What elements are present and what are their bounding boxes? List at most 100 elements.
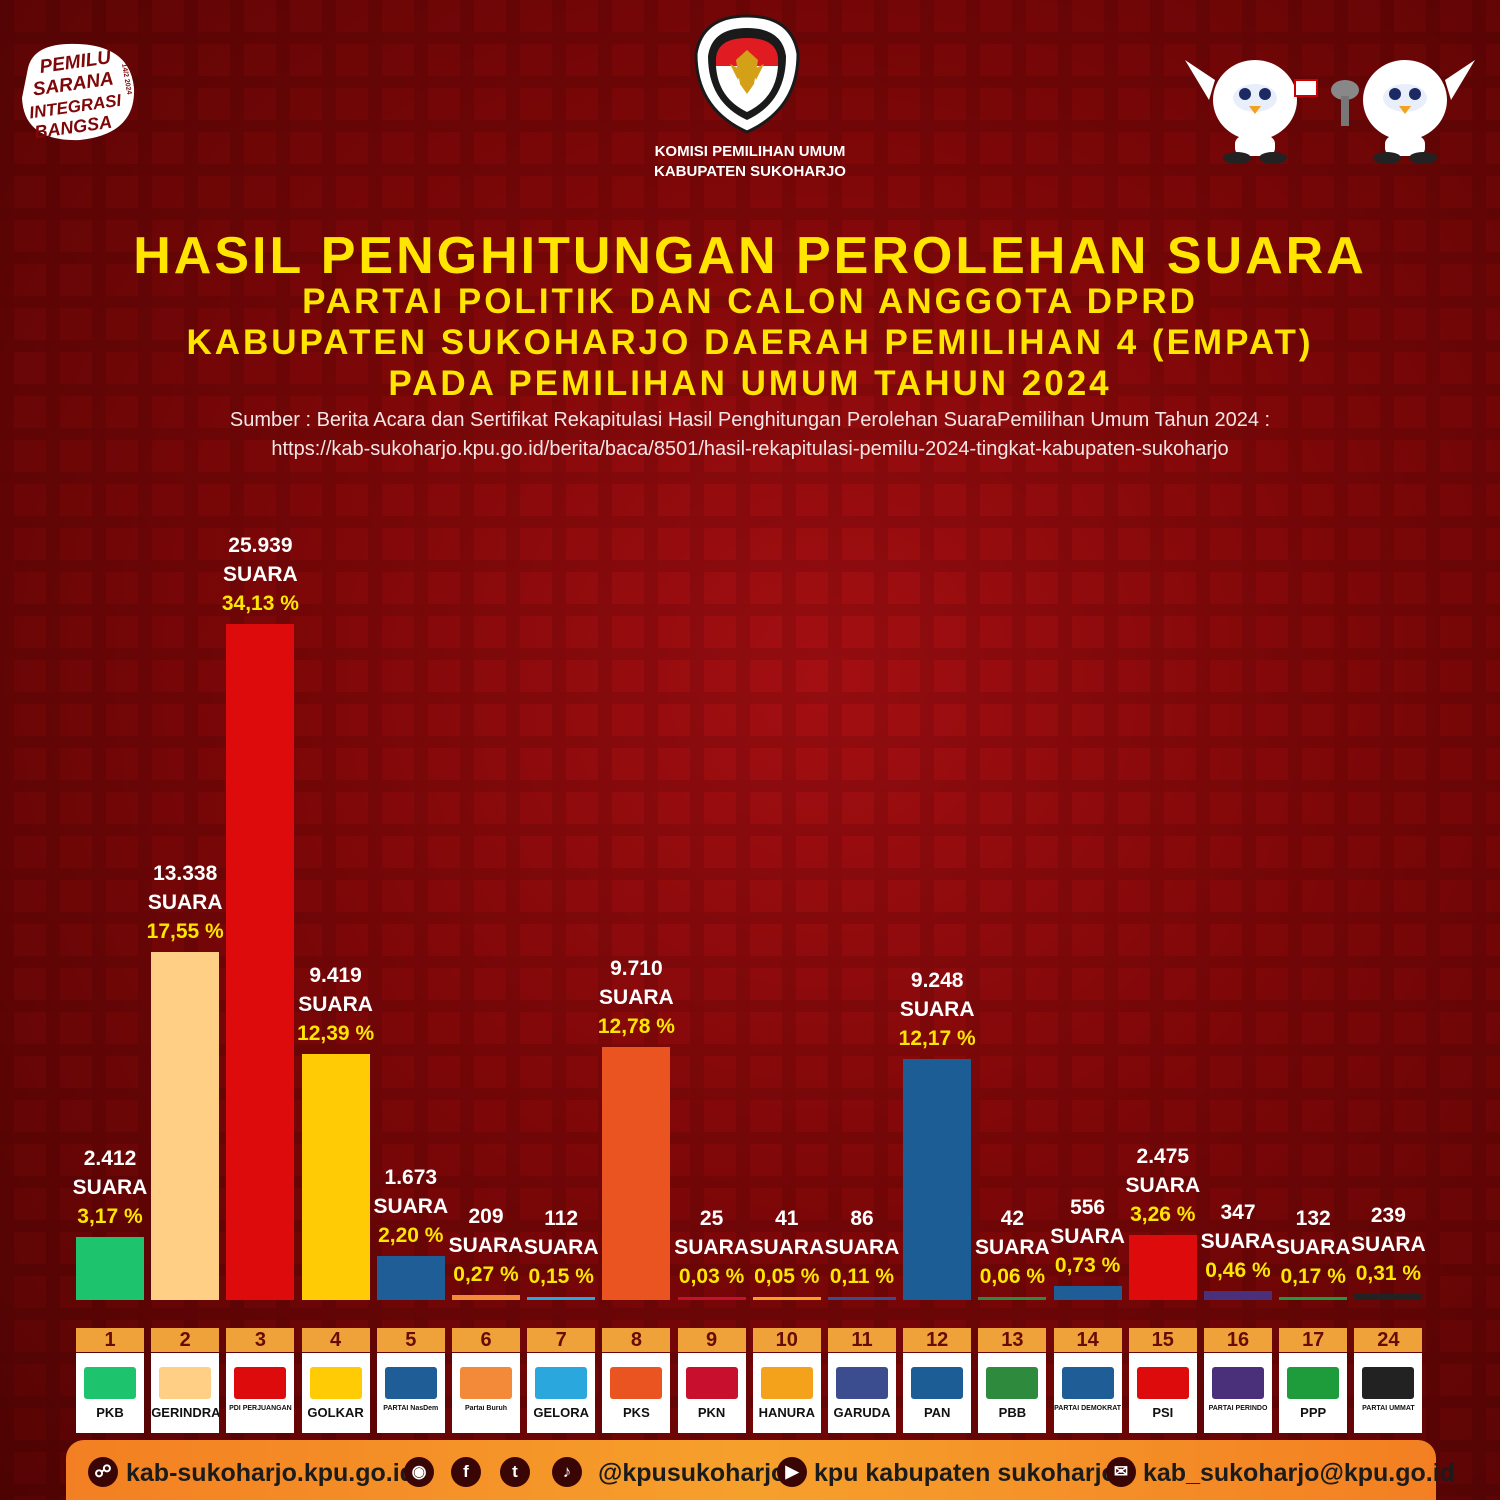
party-number-6: 6 [452,1328,520,1352]
title-line1: HASIL PENGHITUNGAN PEROLEHAN SUARA [133,227,1367,285]
bar-label-10: 41 SUARA 0,05 % [742,1204,832,1291]
votes-label: 2.475 [1136,1145,1190,1169]
party-logo [610,1367,663,1399]
tiktok-icon[interactable]: ♪ [552,1457,582,1487]
party-logo-card: Partai Buruh [452,1353,520,1433]
party-number-4: 4 [301,1328,370,1352]
percent-label: 12,78 % [597,1014,675,1038]
bar-label-2: 13.338 SUARA 17,55 % [140,859,230,946]
percent-label: 17,55 % [146,920,224,944]
unit-label: SUARA [749,1236,825,1259]
instagram-icon[interactable]: ◉ [404,1457,434,1487]
bar-label-15: 2.475 SUARA 3,26 % [1118,1142,1208,1229]
facebook-icon[interactable]: f [451,1457,481,1487]
percent-label: 0,05 % [754,1265,820,1288]
party-name: Partai Buruh [464,1405,507,1412]
party-name: PARTAI PERINDO [1208,1405,1268,1412]
bar-8 [602,1046,671,1300]
bar-label-16: 347 SUARA 0,46 % [1193,1198,1283,1285]
bar-label-9: 25 SUARA 0,03 % [667,1204,757,1291]
bar-label-6: 209 SUARA 0,27 % [441,1202,531,1289]
party-name: PARTAI NasDem [383,1405,439,1412]
unit-label: SUARA [975,1236,1050,1259]
org-name-line1: KOMISI PEMILIHAN UMUM [654,143,846,160]
bar-label-12: 9.248 SUARA 12,17 % [892,966,982,1053]
percent-label: 12,17 % [898,1026,976,1050]
votes-label: 1.673 [384,1166,438,1190]
mascot-illustration [1185,60,1475,164]
votes-label: 25.939 [228,533,293,557]
youtube-channel[interactable]: kpu kabupaten sukoharjo [814,1459,1117,1487]
percent-label: 0,73 % [1054,1253,1121,1277]
party-logo-card: GERINDRA [151,1353,220,1433]
unit-label: SUARA [523,1236,599,1259]
bar-label-1: 2.412 SUARA 3,17 % [65,1144,155,1231]
bar-24 [1354,1293,1423,1300]
votes-label: 42 [1000,1207,1025,1230]
party-logo [84,1367,136,1399]
party-logo-card: PARTAI NasDem [376,1353,445,1433]
bar-1 [76,1237,144,1300]
party-logo [1212,1367,1264,1399]
party-name: PKN [697,1405,726,1420]
party-logo [234,1367,287,1399]
party-logo-card: PBB [978,1353,1047,1433]
bar-12 [903,1058,972,1300]
party-number-17: 17 [1279,1328,1348,1352]
bar-16 [1204,1290,1272,1300]
unit-label: SUARA [448,1233,524,1257]
party-number-14: 14 [1053,1328,1122,1352]
party-number-2: 2 [151,1328,220,1352]
mail-icon: ✉ [1106,1457,1136,1487]
twitter-icon[interactable]: t [500,1457,530,1487]
unit-label: SUARA [674,1236,749,1259]
party-logo [986,1367,1039,1399]
party-logo-card: GARUDA [828,1353,896,1433]
party-logo [535,1367,588,1399]
votes-label: 209 [468,1204,504,1228]
party-number-1: 1 [76,1328,144,1352]
party-number-3: 3 [226,1328,295,1352]
bar-14 [1053,1285,1122,1300]
percent-label: 0,27 % [453,1262,519,1286]
bar-13 [978,1297,1047,1300]
party-number-9: 9 [677,1328,746,1352]
kpu-seal-logo [694,14,800,134]
percent-label: 0,17 % [1280,1264,1346,1288]
bar-9 [677,1297,746,1300]
party-name: PARTAI DEMOKRAT [1054,1405,1122,1412]
website-link[interactable]: kab-sukoharjo.kpu.go.id [126,1459,415,1487]
social-handle[interactable]: @kpusukoharjo [598,1459,787,1487]
party-name: GELORA [533,1405,589,1420]
party-name: PKS [623,1405,650,1420]
party-number-24: 24 [1354,1328,1423,1352]
bar-label-17: 132 SUARA 0,17 % [1268,1204,1358,1291]
votes-label: 2.412 [83,1147,137,1171]
party-number-11: 11 [828,1328,896,1352]
party-name: GARUDA [833,1405,891,1420]
title-line4: PADA PEMILIHAN UMUM TAHUN 2024 [388,364,1112,403]
party-name: HANURA [758,1405,815,1420]
party-logo-card: PKB [76,1353,144,1433]
youtube-icon[interactable]: ▶ [777,1457,807,1487]
party-logo-card: PARTAI PERINDO [1204,1353,1272,1433]
percent-label: 2,20 % [378,1224,444,1248]
bar-17 [1279,1296,1348,1300]
votes-label: 9.248 [910,968,964,992]
email-address[interactable]: kab_sukoharjo@kpu.go.id [1143,1459,1455,1487]
percent-label: 3,26 % [1130,1203,1196,1227]
party-number-15: 15 [1128,1328,1197,1352]
party-logo [685,1367,738,1399]
bar-11 [828,1297,896,1300]
footer-bar [66,1440,1436,1500]
bar-6 [452,1294,520,1300]
votes-label: 556 [1070,1195,1106,1219]
bar-label-3: 25.939 SUARA 34,13 % [215,531,305,618]
unit-label: SUARA [147,891,223,915]
party-logo [836,1367,888,1399]
percent-label: 12,39 % [297,1022,375,1046]
bar-label-11: 86 SUARA 0,11 % [817,1204,907,1291]
percent-label: 0,11 % [829,1265,895,1288]
bar-15 [1128,1235,1197,1300]
